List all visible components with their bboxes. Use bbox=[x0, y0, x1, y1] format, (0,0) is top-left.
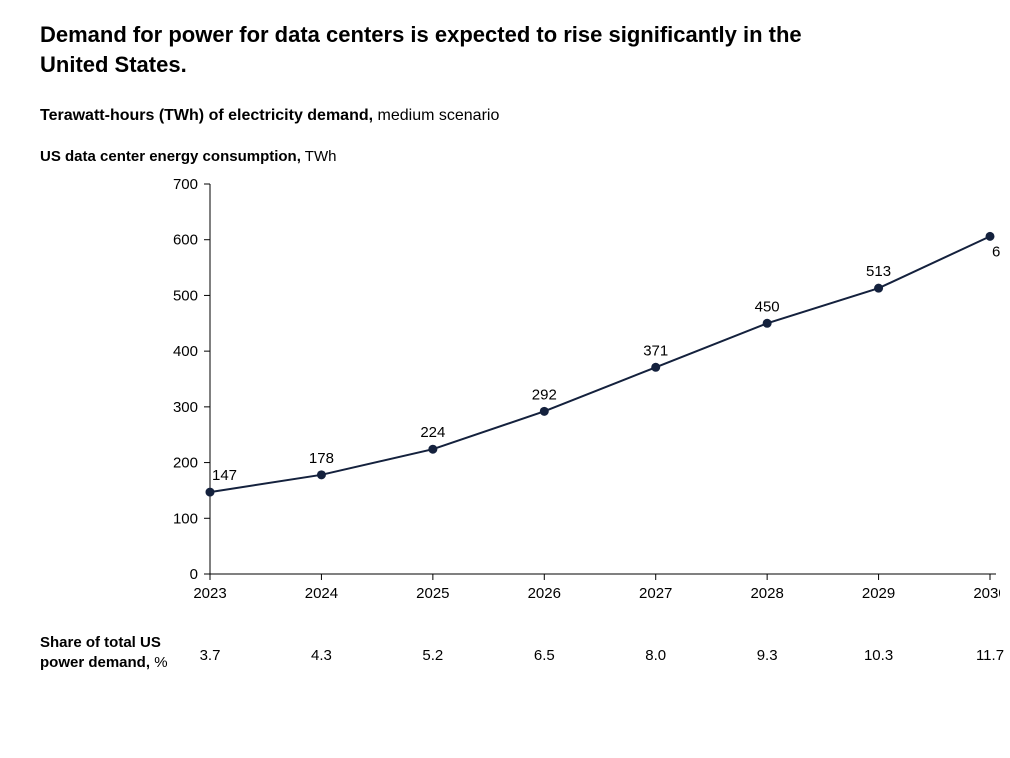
y-axis-label: US data center energy consumption, TWh bbox=[40, 147, 970, 167]
x-tick-label: 2024 bbox=[305, 585, 338, 602]
share-values: 3.74.35.26.58.09.310.311.7 bbox=[180, 633, 970, 683]
y-tick-label: 600 bbox=[173, 231, 198, 248]
data-label: 371 bbox=[643, 342, 668, 359]
subtitle-reg: medium scenario bbox=[373, 107, 499, 124]
y-tick-label: 300 bbox=[173, 398, 198, 415]
y-tick-label: 100 bbox=[173, 510, 198, 527]
share-value: 4.3 bbox=[311, 647, 332, 664]
data-label: 224 bbox=[420, 424, 445, 441]
chart-title: Demand for power for data centers is exp… bbox=[40, 20, 820, 79]
data-label: 292 bbox=[532, 386, 557, 403]
x-tick-label: 2029 bbox=[862, 585, 895, 602]
share-value: 11.7 bbox=[976, 647, 1004, 664]
data-label: 178 bbox=[309, 449, 334, 466]
share-value: 10.3 bbox=[864, 647, 893, 664]
share-value: 5.2 bbox=[422, 647, 443, 664]
share-row: Share of total US power demand, % 3.7 4.3… bbox=[40, 633, 970, 683]
data-point bbox=[428, 444, 437, 453]
x-tick-label: 2023 bbox=[193, 585, 226, 602]
chart-area: 0 100 200 300 400 500 600 700 2023 2024 2025 2026 20… bbox=[40, 174, 970, 619]
data-label: 606 bbox=[992, 243, 1000, 260]
data-point bbox=[206, 487, 215, 496]
data-point bbox=[986, 231, 995, 240]
share-label-bold: Share of total US power demand, bbox=[40, 634, 161, 671]
ylabel-reg: TWh bbox=[301, 148, 337, 165]
share-value: 8.0 bbox=[645, 647, 666, 664]
x-tick-label: 2026 bbox=[528, 585, 561, 602]
data-point bbox=[763, 318, 772, 327]
y-tick-label: 500 bbox=[173, 287, 198, 304]
y-tick-label: 400 bbox=[173, 343, 198, 360]
y-tick-label: 200 bbox=[173, 454, 198, 471]
data-label: 513 bbox=[866, 263, 891, 280]
ylabel-bold: US data center energy consumption, bbox=[40, 148, 301, 165]
share-value: 3.7 bbox=[200, 647, 221, 664]
share-label: Share of total US power demand, % bbox=[40, 633, 180, 683]
y-tick-label: 0 bbox=[190, 566, 198, 583]
subtitle-bold: Terawatt-hours (TWh) of electricity dema… bbox=[40, 107, 373, 124]
data-point bbox=[317, 470, 326, 479]
share-value: 9.3 bbox=[757, 647, 778, 664]
x-tick-label: 2027 bbox=[639, 585, 672, 602]
data-point bbox=[651, 362, 660, 371]
x-tick-label: 2028 bbox=[750, 585, 783, 602]
x-tick-label: 2025 bbox=[416, 585, 449, 602]
data-point bbox=[874, 283, 883, 292]
x-tick-label: 2030 bbox=[973, 585, 1000, 602]
y-tick-label: 700 bbox=[173, 176, 198, 193]
share-label-reg: % bbox=[150, 654, 168, 671]
chart-subtitle: Terawatt-hours (TWh) of electricity dema… bbox=[40, 107, 970, 125]
line-chart-svg: 0 100 200 300 400 500 600 700 2023 2024 2025 2026 20… bbox=[40, 174, 1000, 614]
share-value: 6.5 bbox=[534, 647, 555, 664]
data-label: 147 bbox=[212, 467, 237, 484]
data-label: 450 bbox=[755, 298, 780, 315]
data-point bbox=[540, 406, 549, 415]
